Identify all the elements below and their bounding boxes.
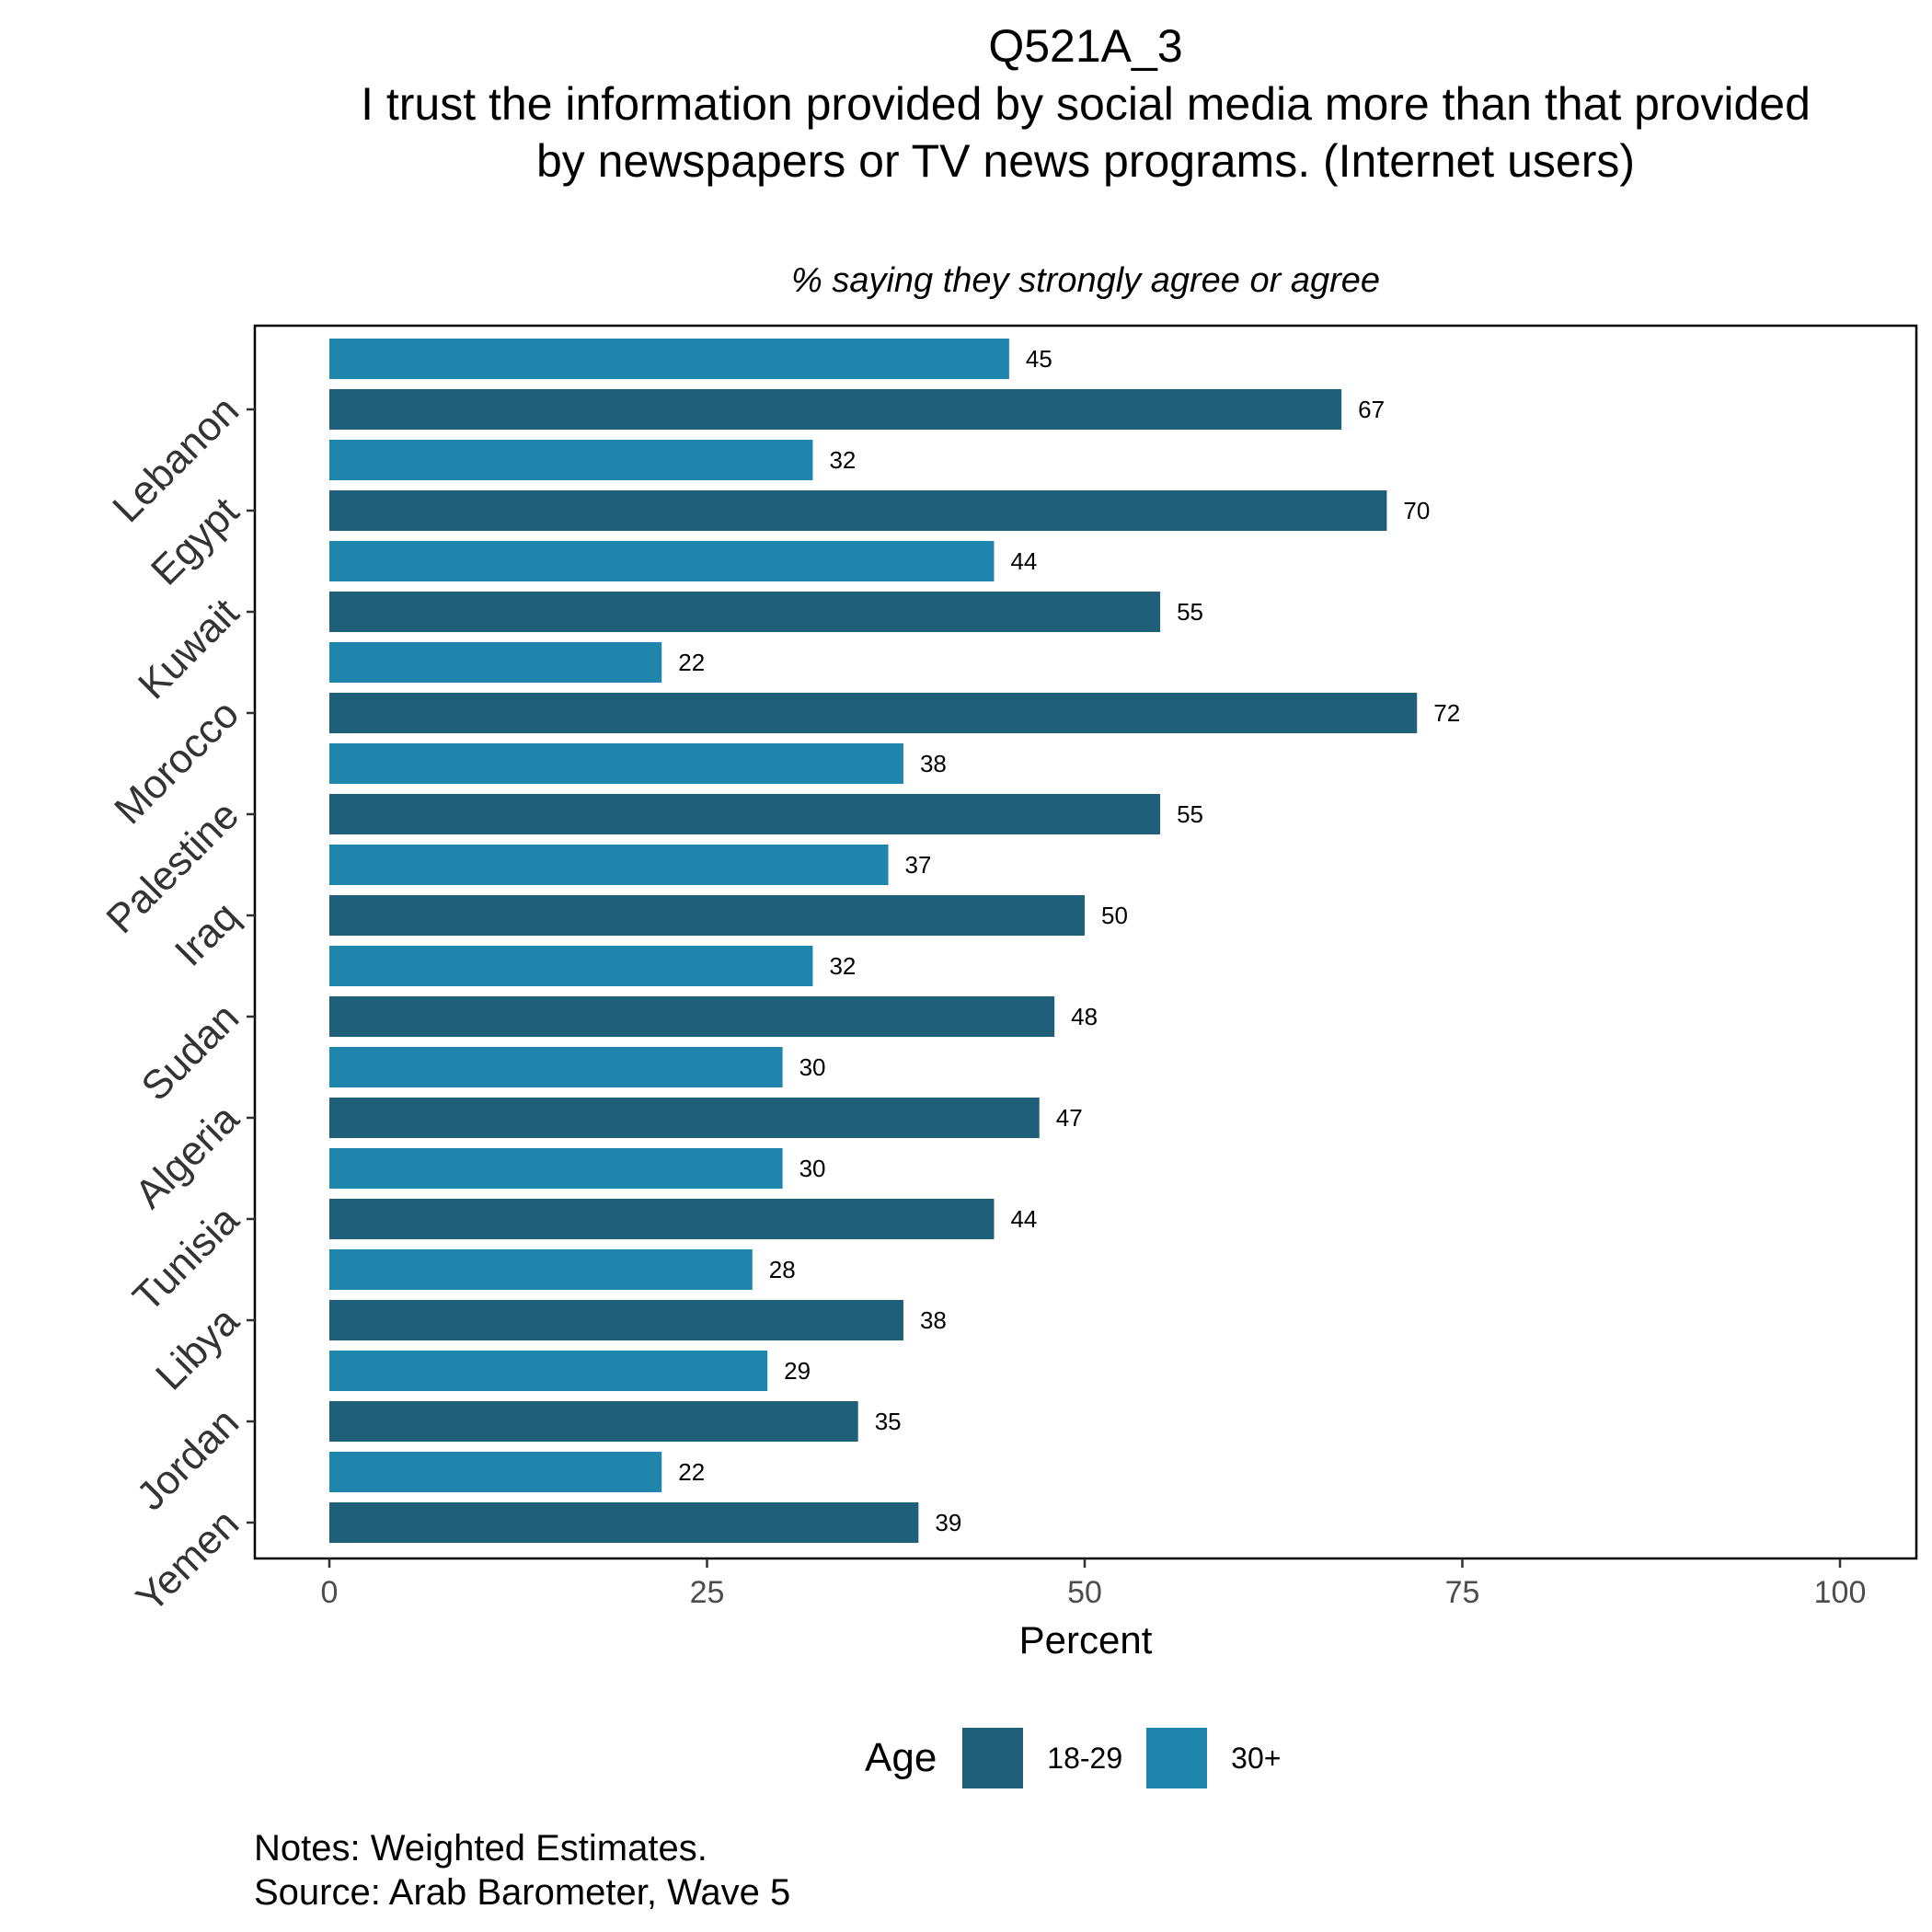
data-label-tunisia-18-29: 44 bbox=[1010, 1205, 1037, 1233]
bar-sudan-30plus bbox=[329, 946, 813, 986]
bar-kuwait-18-29 bbox=[329, 592, 1161, 632]
bar-algeria-18-29 bbox=[329, 1098, 1040, 1138]
bar-iraq-30plus bbox=[329, 845, 889, 885]
legend-label-18-29: 18-29 bbox=[1047, 1741, 1123, 1775]
bar-egypt-18-29 bbox=[329, 490, 1387, 531]
chart-notes: Notes: Weighted Estimates. Source: Arab … bbox=[254, 1826, 790, 1915]
bar-algeria-30plus bbox=[329, 1047, 783, 1087]
data-label-egypt-18-29: 70 bbox=[1403, 497, 1430, 524]
y-tick-label-algeria: Algeria bbox=[127, 1096, 248, 1217]
bar-libya-30plus bbox=[329, 1249, 753, 1290]
data-label-lebanon-18-29: 67 bbox=[1358, 396, 1385, 423]
bars-group: 45 67 32 70 44 55 22 72 38 55 37 50 32 48 30 47 30 44 28 38… bbox=[329, 339, 1460, 1543]
data-label-kuwait-18-29: 55 bbox=[1177, 598, 1203, 626]
bar-lebanon-30plus bbox=[329, 339, 1009, 379]
chart-title: Q521A_3 bbox=[988, 20, 1183, 72]
x-tick-label-75: 75 bbox=[1445, 1575, 1480, 1610]
legend-key-18-29 bbox=[962, 1728, 1024, 1788]
data-label-morocco-18-29: 72 bbox=[1433, 699, 1460, 727]
data-label-jordan-30plus: 29 bbox=[784, 1357, 811, 1385]
bar-iraq-18-29 bbox=[329, 895, 1085, 936]
data-label-algeria-30plus: 30 bbox=[799, 1053, 826, 1081]
bar-yemen-18-29 bbox=[329, 1502, 919, 1543]
bar-yemen-30plus bbox=[329, 1452, 662, 1492]
bar-tunisia-18-29 bbox=[329, 1199, 995, 1239]
data-label-libya-18-29: 38 bbox=[920, 1306, 947, 1334]
data-label-kuwait-30plus: 44 bbox=[1010, 547, 1037, 575]
y-tick-label-jordan: Jordan bbox=[128, 1399, 247, 1519]
data-label-palestine-30plus: 38 bbox=[920, 750, 947, 777]
bar-kuwait-30plus bbox=[329, 541, 995, 581]
y-tick-label-yemen: Yemen bbox=[128, 1501, 247, 1620]
legend: Age 18-29 30+ bbox=[865, 1726, 1305, 1790]
x-tick-label-50: 50 bbox=[1067, 1575, 1102, 1610]
source-line: Source: Arab Barometer, Wave 5 bbox=[254, 1872, 791, 1913]
data-label-lebanon-30plus: 45 bbox=[1026, 345, 1052, 373]
legend-item-18-29: 18-29 bbox=[962, 1728, 1122, 1788]
data-label-tunisia-30plus: 30 bbox=[799, 1155, 826, 1182]
chart-question-text: I trust the information provided by soci… bbox=[361, 78, 1811, 187]
legend-title: Age bbox=[865, 1735, 937, 1780]
y-tick-label-tunisia: Tunisia bbox=[124, 1197, 247, 1320]
data-label-iraq-18-29: 50 bbox=[1101, 902, 1128, 929]
y-tick-label-sudan: Sudan bbox=[132, 995, 247, 1110]
bar-tunisia-30plus bbox=[329, 1148, 783, 1189]
notes-line: Notes: Weighted Estimates. bbox=[254, 1828, 707, 1869]
bar-libya-18-29 bbox=[329, 1300, 903, 1340]
data-label-yemen-18-29: 39 bbox=[935, 1509, 961, 1536]
data-label-palestine-18-29: 55 bbox=[1177, 800, 1203, 828]
x-tick-label-25: 25 bbox=[690, 1575, 725, 1610]
data-label-jordan-18-29: 35 bbox=[875, 1408, 902, 1435]
x-tick-label-0: 0 bbox=[321, 1575, 339, 1610]
data-label-libya-30plus: 28 bbox=[769, 1256, 796, 1283]
data-label-sudan-30plus: 32 bbox=[829, 952, 856, 980]
data-label-algeria-18-29: 47 bbox=[1056, 1104, 1083, 1132]
x-axis-title: Percent bbox=[1019, 1618, 1153, 1662]
bar-morocco-18-29 bbox=[329, 693, 1418, 733]
data-label-iraq-30plus: 37 bbox=[905, 851, 932, 879]
bar-palestine-18-29 bbox=[329, 794, 1161, 834]
bar-morocco-30plus bbox=[329, 642, 662, 683]
data-label-egypt-30plus: 32 bbox=[829, 446, 856, 474]
x-tick-label-100: 100 bbox=[1814, 1575, 1867, 1610]
y-tick-label-kuwait: Kuwait bbox=[130, 590, 247, 707]
x-axis: 0 25 50 75 100 bbox=[321, 1558, 1867, 1610]
y-axis: LebanonEgyptKuwaitMoroccoPalestineIraqSu… bbox=[98, 387, 255, 1621]
bar-jordan-30plus bbox=[329, 1351, 768, 1391]
bar-palestine-30plus bbox=[329, 743, 903, 784]
y-tick-label-iraq: Iraq bbox=[167, 893, 247, 974]
legend-key-30plus bbox=[1146, 1728, 1208, 1788]
bar-lebanon-18-29 bbox=[329, 389, 1342, 430]
bar-egypt-30plus bbox=[329, 440, 813, 480]
chart-subtitle: % saying they strongly agree or agree bbox=[790, 261, 1381, 300]
data-label-morocco-30plus: 22 bbox=[678, 649, 705, 676]
bar-jordan-18-29 bbox=[329, 1401, 858, 1442]
legend-item-30plus: 30+ bbox=[1146, 1728, 1281, 1788]
bar-sudan-18-29 bbox=[329, 996, 1055, 1037]
data-label-sudan-18-29: 48 bbox=[1071, 1003, 1098, 1030]
data-label-yemen-30plus: 22 bbox=[678, 1458, 705, 1486]
legend-label-30plus: 30+ bbox=[1231, 1741, 1282, 1775]
